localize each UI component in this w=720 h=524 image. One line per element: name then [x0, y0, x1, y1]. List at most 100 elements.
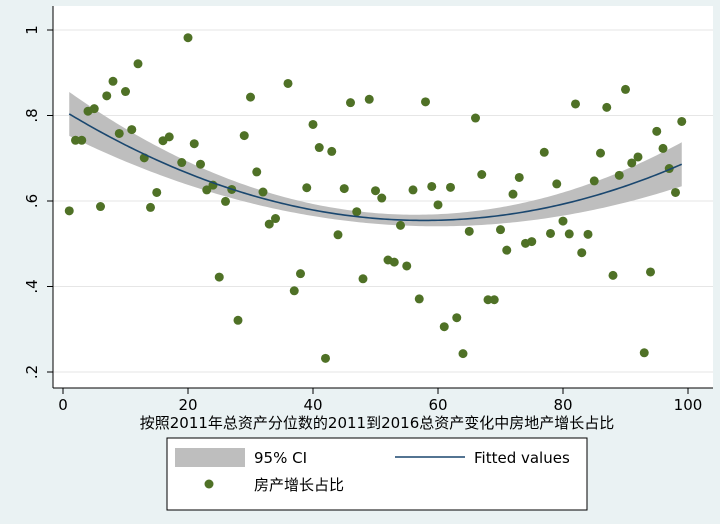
data-point — [327, 146, 337, 156]
data-point — [633, 152, 643, 162]
data-point — [571, 99, 580, 109]
data-point — [577, 248, 587, 258]
data-point — [102, 91, 112, 101]
data-point — [333, 230, 343, 240]
data-point — [164, 132, 174, 142]
data-point — [296, 269, 305, 279]
data-point — [646, 267, 655, 277]
data-point — [321, 353, 330, 363]
data-point — [408, 185, 418, 195]
y-tick-label: 1 — [23, 25, 41, 35]
data-point — [483, 295, 493, 305]
data-point — [127, 125, 137, 135]
data-point — [152, 187, 162, 197]
data-point — [414, 294, 424, 304]
x-axis-ticks: 0 20 40 60 80 100 — [58, 388, 702, 414]
data-point — [502, 245, 512, 255]
data-point — [677, 116, 687, 126]
data-point — [239, 131, 249, 141]
data-point — [364, 94, 374, 104]
data-point — [289, 286, 299, 296]
data-point — [439, 322, 449, 332]
data-point — [221, 196, 230, 206]
data-point — [146, 202, 155, 212]
data-point — [614, 170, 624, 180]
data-point — [96, 202, 105, 212]
data-point — [371, 186, 380, 196]
data-point — [464, 226, 474, 236]
legend-ci-swatch — [175, 448, 245, 467]
legend-point-swatch — [204, 479, 214, 489]
data-point — [496, 225, 505, 235]
data-point — [671, 187, 680, 197]
legend-fit-label: Fitted values — [474, 449, 570, 467]
data-point — [133, 59, 143, 69]
data-point — [258, 187, 268, 197]
y-axis-ticks: .2 .4 .6 .8 1 — [23, 25, 53, 379]
y-tick-label: .6 — [23, 194, 41, 208]
data-point — [177, 158, 187, 168]
legend: 95% CI Fitted values 房产增长占比 — [166, 437, 588, 511]
data-point — [652, 126, 662, 136]
data-point — [264, 219, 274, 229]
data-point — [639, 348, 649, 358]
data-point — [527, 237, 537, 247]
data-point — [589, 176, 599, 186]
fitted-line — [68, 113, 683, 222]
scatter-points — [64, 33, 687, 363]
data-point — [358, 274, 368, 284]
data-point — [183, 33, 193, 43]
data-point — [302, 183, 312, 193]
x-tick-label: 0 — [58, 396, 68, 414]
data-point — [352, 207, 362, 217]
data-point — [446, 182, 455, 192]
x-tick-label: 40 — [303, 396, 322, 414]
x-tick-label: 60 — [428, 396, 447, 414]
data-point — [77, 135, 87, 145]
legend-ci-label: 95% CI — [254, 449, 307, 467]
data-point — [214, 272, 224, 282]
data-point — [596, 148, 605, 158]
data-point — [627, 158, 637, 168]
data-point — [546, 228, 555, 238]
data-point — [114, 128, 124, 138]
data-point — [658, 143, 668, 153]
data-point — [583, 229, 593, 239]
data-point — [608, 270, 618, 280]
data-point — [508, 189, 518, 199]
x-tick-label: 100 — [674, 396, 703, 414]
data-point — [489, 295, 499, 305]
legend-point-label: 房产增长占比 — [254, 476, 344, 494]
data-point — [402, 261, 412, 271]
data-point — [389, 257, 399, 267]
data-point — [202, 185, 212, 195]
data-point — [427, 181, 437, 191]
data-point — [189, 139, 199, 149]
data-point — [458, 349, 468, 359]
data-point — [283, 78, 293, 88]
data-point — [108, 76, 118, 86]
data-point — [271, 214, 280, 224]
y-tick-label: .4 — [23, 279, 41, 293]
data-point — [564, 229, 574, 239]
data-point — [196, 159, 205, 169]
x-axis-title: 按照2011年总资产分位数的2011到2016总资产变化中房地产增长占比 — [140, 414, 615, 432]
data-point — [71, 135, 80, 145]
data-point — [452, 313, 462, 323]
data-point — [514, 172, 524, 182]
data-point — [314, 143, 324, 153]
data-point — [558, 216, 568, 226]
data-point — [339, 184, 349, 194]
data-point — [233, 315, 243, 325]
y-tick-label: .8 — [23, 108, 41, 122]
confidence-band — [69, 91, 682, 227]
data-point — [64, 206, 74, 216]
data-point — [602, 102, 612, 112]
x-tick-label: 80 — [553, 396, 572, 414]
data-point — [246, 92, 255, 102]
data-point — [433, 200, 443, 210]
data-point — [308, 119, 318, 129]
data-point — [252, 167, 262, 177]
data-point — [396, 220, 405, 230]
